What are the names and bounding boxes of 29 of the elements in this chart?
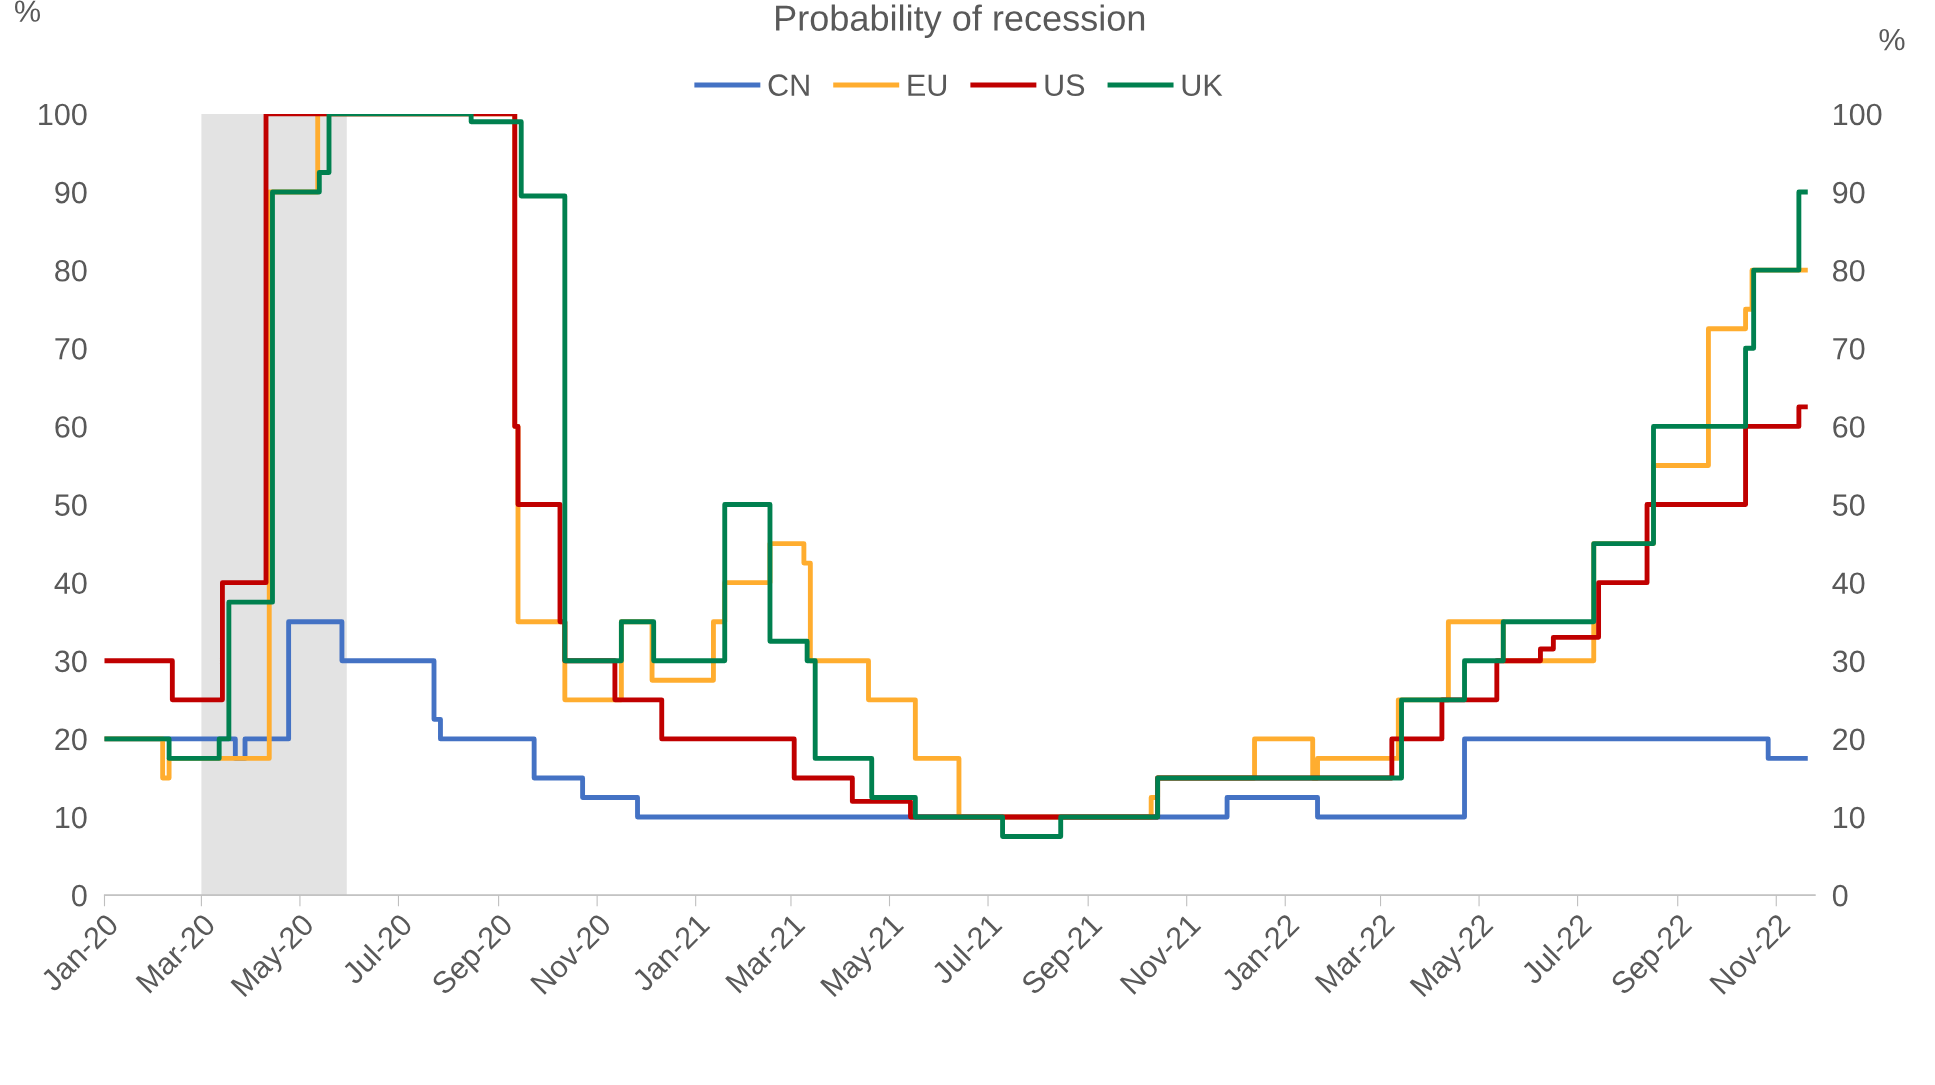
y2-tick-label: 70 xyxy=(1833,338,1865,360)
y2-axis-title: % xyxy=(1879,28,1905,51)
y2-tick-label: 90 xyxy=(1833,181,1865,204)
y2-tick-label: 10 xyxy=(1834,806,1865,829)
y-tick-label: 70 xyxy=(55,338,87,360)
y2-tick-label: 30 xyxy=(1832,650,1865,673)
legend-label: UK xyxy=(1182,74,1223,97)
legend-label: US xyxy=(1045,74,1085,97)
y2-tick-label: 100 xyxy=(1834,103,1882,126)
legend-label: EU xyxy=(908,74,947,97)
y-axis-title: % xyxy=(15,0,41,22)
legend-label: CN xyxy=(768,74,809,97)
y-tick-label: 100 xyxy=(39,103,87,126)
y-tick-label: 20 xyxy=(55,728,87,751)
y2-tick-label: 20 xyxy=(1833,728,1865,751)
y-tick-label: 60 xyxy=(55,416,87,438)
y-tick-label: 40 xyxy=(54,572,87,595)
y2-tick-label: 50 xyxy=(1832,494,1865,516)
y2-tick-label: 40 xyxy=(1832,572,1865,595)
y2-tick-label: 80 xyxy=(1833,259,1865,282)
y-tick-label: 30 xyxy=(55,650,87,673)
chart-title: Probability of recession xyxy=(776,4,1145,39)
y-tick-label: 0 xyxy=(72,884,87,907)
y-tick-label: 50 xyxy=(55,494,87,516)
y2-tick-label: 0 xyxy=(1832,884,1848,907)
y-tick-label: 10 xyxy=(56,806,87,829)
y-tick-label: 90 xyxy=(55,181,87,204)
y-tick-label: 80 xyxy=(55,259,87,282)
y2-tick-label: 60 xyxy=(1833,416,1865,438)
